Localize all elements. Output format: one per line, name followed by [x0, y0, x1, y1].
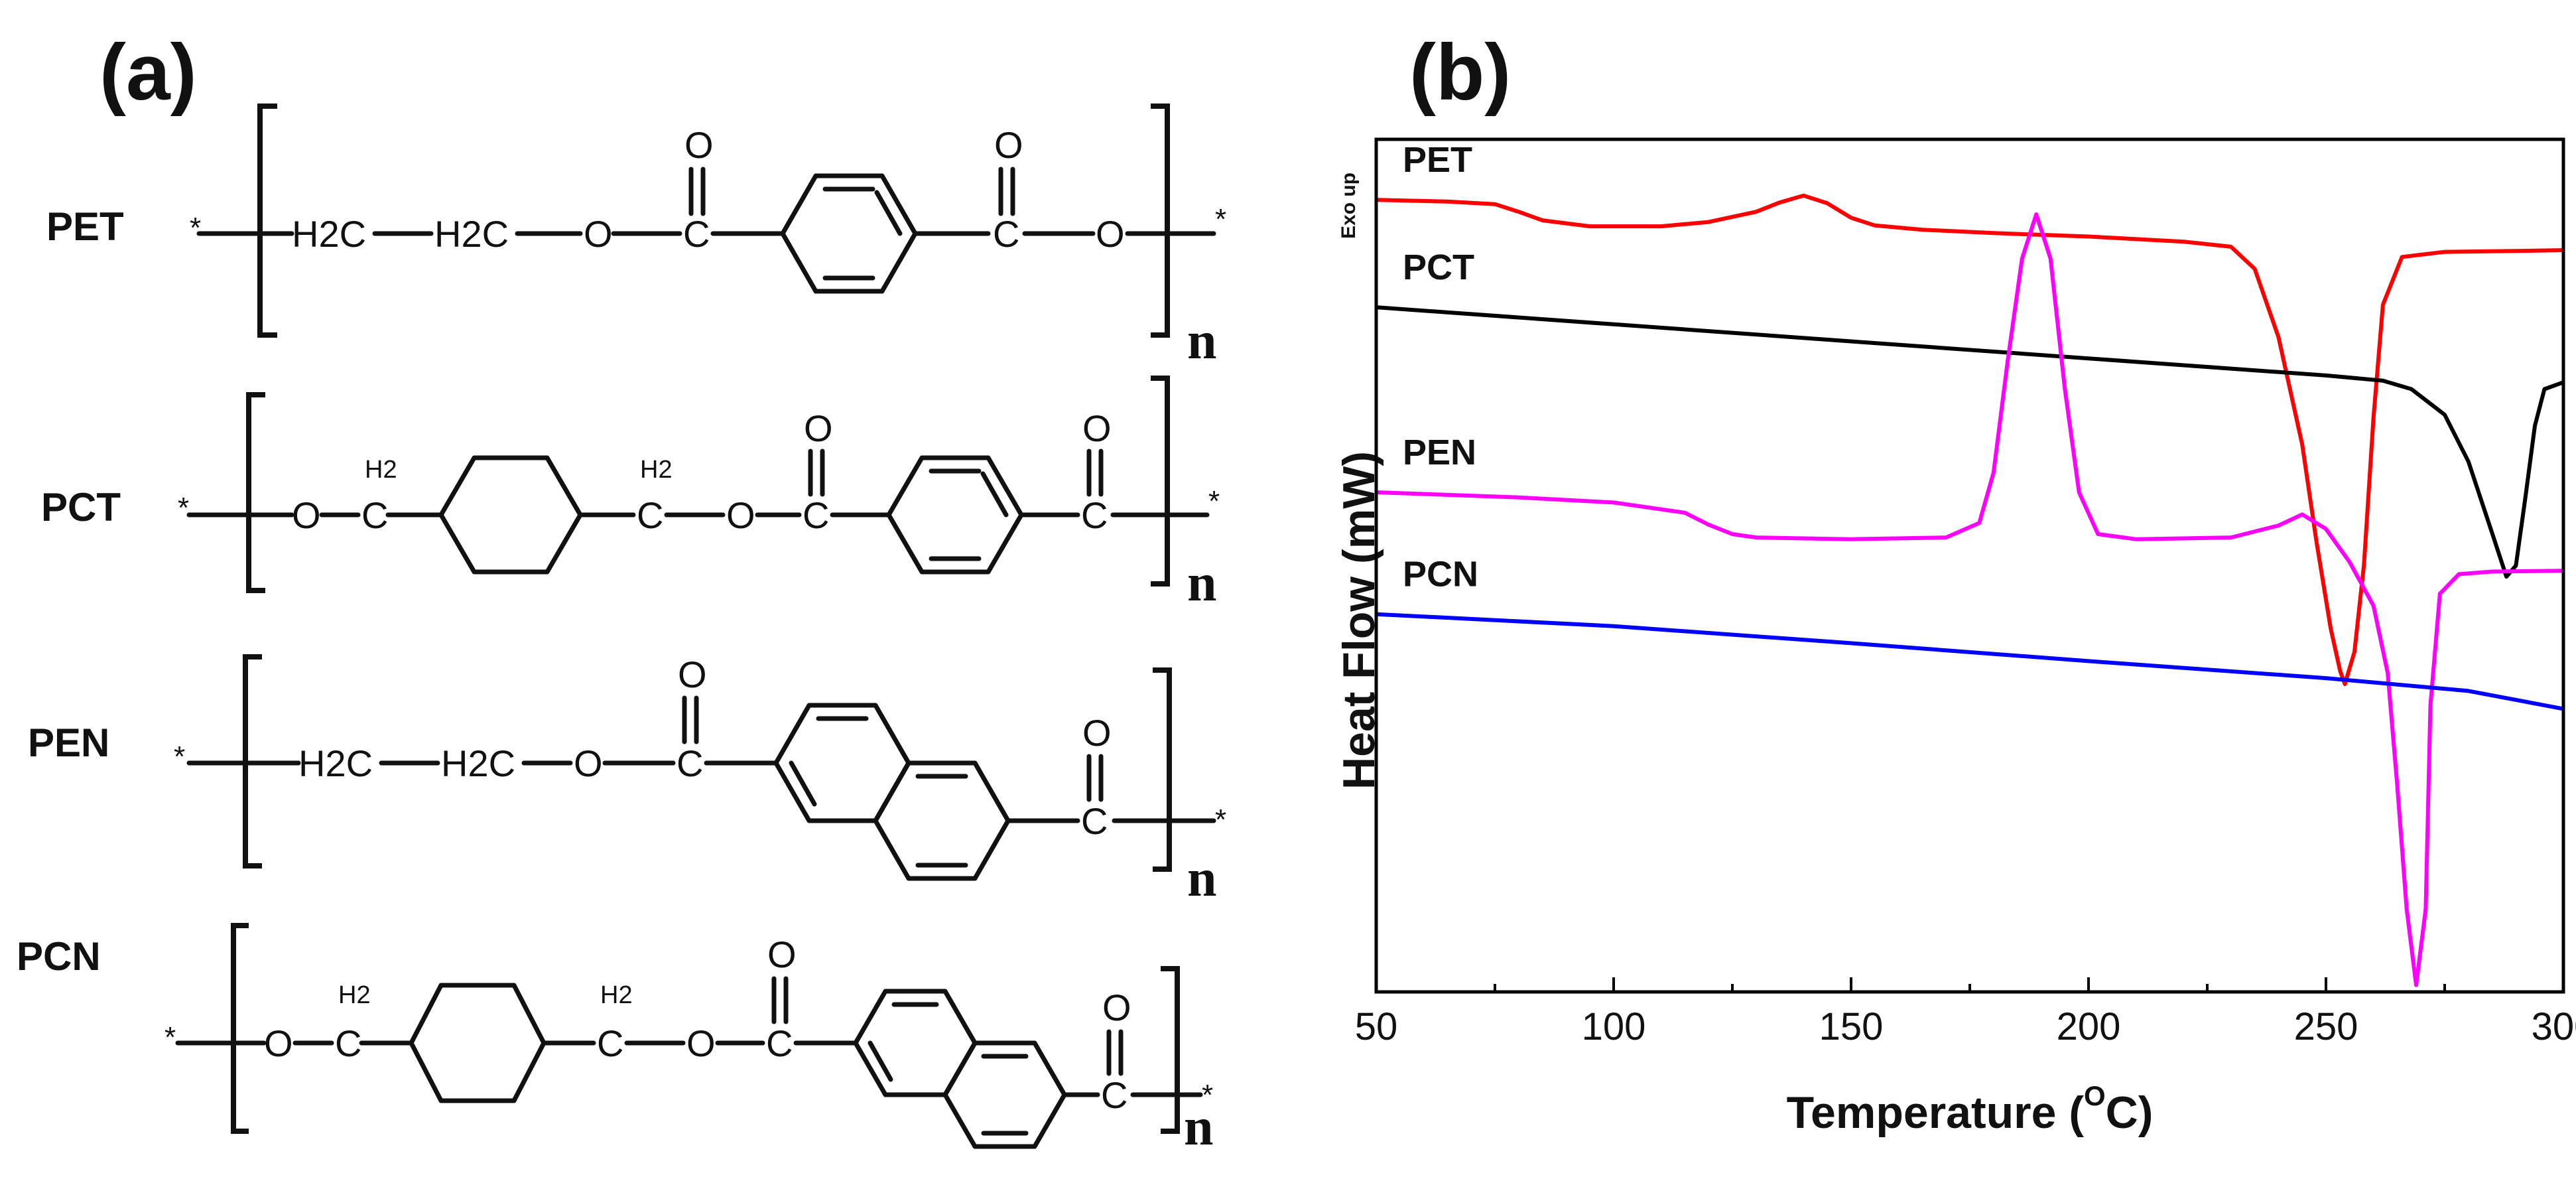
- pct-atom-h2-2: H2: [640, 456, 673, 484]
- pen-start-star: *: [174, 740, 185, 773]
- pet-start-star: *: [190, 212, 201, 244]
- pct-structure: PCT * O C H2 C H2 O C O C O *: [41, 376, 1220, 612]
- plot-series-group: [1376, 193, 2565, 987]
- x-tick-label: 50: [1355, 1005, 1398, 1048]
- panel-b-label: (b): [1409, 28, 1511, 117]
- pcn-right-bracket: [1161, 966, 1180, 1134]
- pct-start-star: *: [178, 492, 189, 524]
- pct-atom-o-ester: O: [726, 494, 755, 536]
- pen-atom-o-carbonyl-2: O: [1082, 712, 1112, 754]
- panel-a-label: (a): [99, 28, 197, 117]
- pcn-atom-h2-2: H2: [600, 981, 633, 1009]
- pcn-atom-c-1: C: [335, 1022, 361, 1064]
- pet-name: PET: [46, 204, 124, 249]
- pet-structure: PET * H2C H2C O C O C O O * n: [46, 104, 1226, 370]
- pet-atom-o-ester: O: [584, 213, 613, 255]
- pen-end-star: *: [1215, 803, 1226, 836]
- series-label-pet: PET: [1403, 140, 1472, 180]
- pen-atom-o-ester: O: [574, 742, 603, 784]
- pct-atom-o-carbonyl: O: [804, 407, 833, 449]
- pct-end-star: *: [1208, 485, 1220, 518]
- pet-atom-c-carbonyl: C: [683, 213, 710, 255]
- pet-atom-o-carbonyl-2: O: [994, 124, 1023, 166]
- x-axis-title-main: Temperature (: [1787, 1087, 2085, 1138]
- pcn-name: PCN: [17, 934, 101, 979]
- pcn-cyclohexane-ring: [409, 983, 547, 1103]
- pet-atom-h2c-2: H2C: [434, 213, 509, 255]
- plot-frame: [1374, 137, 2565, 994]
- x-tick-label: 250: [2294, 1005, 2358, 1048]
- structures-panel: (a) PET * H2C H2C O C O C O O * n: [17, 28, 1226, 1156]
- x-tick-label: 300: [2532, 1005, 2576, 1048]
- pcn-atom-c-carbonyl: C: [766, 1022, 793, 1064]
- x-axis-ticks: 50 100 150 200 250 300: [1355, 977, 2576, 1048]
- pet-atom-h2c-1: H2C: [292, 213, 366, 255]
- pcn-atom-c-2: C: [597, 1022, 623, 1064]
- pcn-naphthalene-ring: [853, 989, 1067, 1149]
- series-line-pct: [1376, 305, 2565, 579]
- pcn-atom-o-ester: O: [686, 1022, 716, 1064]
- pen-naphthalene-ring: [773, 703, 1011, 881]
- pet-end-star: *: [1215, 203, 1226, 236]
- pct-atom-o-carbonyl-2: O: [1082, 407, 1112, 449]
- pct-atom-c-carbonyl: C: [803, 494, 829, 536]
- pcn-left-bracket: [231, 923, 249, 1134]
- x-axis-title-degree: O: [2084, 1080, 2106, 1111]
- pct-benzene-ring: [886, 455, 1024, 575]
- pcn-structure: PCN * O C H2 C H2 O C O C O: [17, 923, 1214, 1156]
- x-axis-title: Temperature (OC): [1787, 1080, 2154, 1138]
- pet-atom-o-carbonyl: O: [684, 124, 714, 166]
- pen-atom-h2c-1: H2C: [298, 742, 373, 784]
- series-line-pcn: [1376, 612, 2564, 711]
- pcn-atom-c-carbonyl-2: C: [1101, 1074, 1127, 1116]
- pet-atom-o-end: O: [1096, 213, 1125, 255]
- pen-name: PEN: [28, 721, 109, 765]
- series-line-pet: [1376, 193, 2564, 687]
- pcn-start-star: *: [164, 1021, 176, 1054]
- pen-atom-h2c-2: H2C: [441, 742, 515, 784]
- pct-left-bracket: [246, 392, 265, 593]
- pen-left-bracket: [243, 654, 262, 868]
- pet-benzene-ring: [780, 173, 918, 294]
- pcn-atom-h2-1: H2: [338, 981, 371, 1009]
- pcn-atom-o-carbonyl: O: [767, 934, 797, 975]
- pen-right-bracket: [1153, 667, 1172, 872]
- pct-atom-c-1: C: [361, 494, 388, 536]
- pen-atom-c-carbonyl: C: [676, 742, 703, 784]
- x-axis-title-unit: C): [2106, 1087, 2154, 1138]
- pcn-atom-o-carbonyl-2: O: [1102, 987, 1131, 1028]
- x-tick-label: 100: [1582, 1005, 1646, 1048]
- pet-right-bracket: [1151, 104, 1170, 338]
- x-tick-label: 200: [2057, 1005, 2121, 1048]
- pct-cyclohexane-ring: [438, 455, 583, 575]
- pet-repeat-n: n: [1187, 312, 1217, 370]
- pen-atom-o-carbonyl: O: [678, 654, 707, 695]
- pcn-end-star: *: [1202, 1079, 1213, 1111]
- pct-repeat-n: n: [1187, 554, 1217, 612]
- exo-up-label: Exo up: [1338, 173, 1360, 239]
- pen-structure: PEN * H2C H2C O C O C O * n: [28, 654, 1226, 908]
- pcn-atom-o-1: O: [264, 1022, 293, 1064]
- pct-atom-h2-1: H2: [365, 456, 397, 484]
- pcn-repeat-n: n: [1184, 1098, 1214, 1156]
- series-labels-group: PET PCT PEN PCN: [1403, 140, 1478, 594]
- series-label-pct: PCT: [1403, 247, 1474, 287]
- pct-name: PCT: [41, 485, 121, 529]
- series-line-pen: [1376, 212, 2564, 987]
- pct-atom-c-carbonyl-2: C: [1081, 494, 1108, 536]
- pen-repeat-n: n: [1187, 849, 1217, 908]
- pet-left-bracket: [257, 104, 277, 338]
- x-tick-label: 150: [1819, 1005, 1884, 1048]
- series-label-pcn: PCN: [1403, 555, 1478, 594]
- pct-atom-c-2: C: [637, 494, 663, 536]
- pct-right-bracket: [1151, 376, 1170, 587]
- pen-atom-c-carbonyl-2: C: [1081, 800, 1108, 842]
- series-label-pen: PEN: [1403, 433, 1476, 472]
- pet-atom-c-carbonyl-2: C: [993, 213, 1019, 255]
- pct-atom-o-1: O: [292, 494, 321, 536]
